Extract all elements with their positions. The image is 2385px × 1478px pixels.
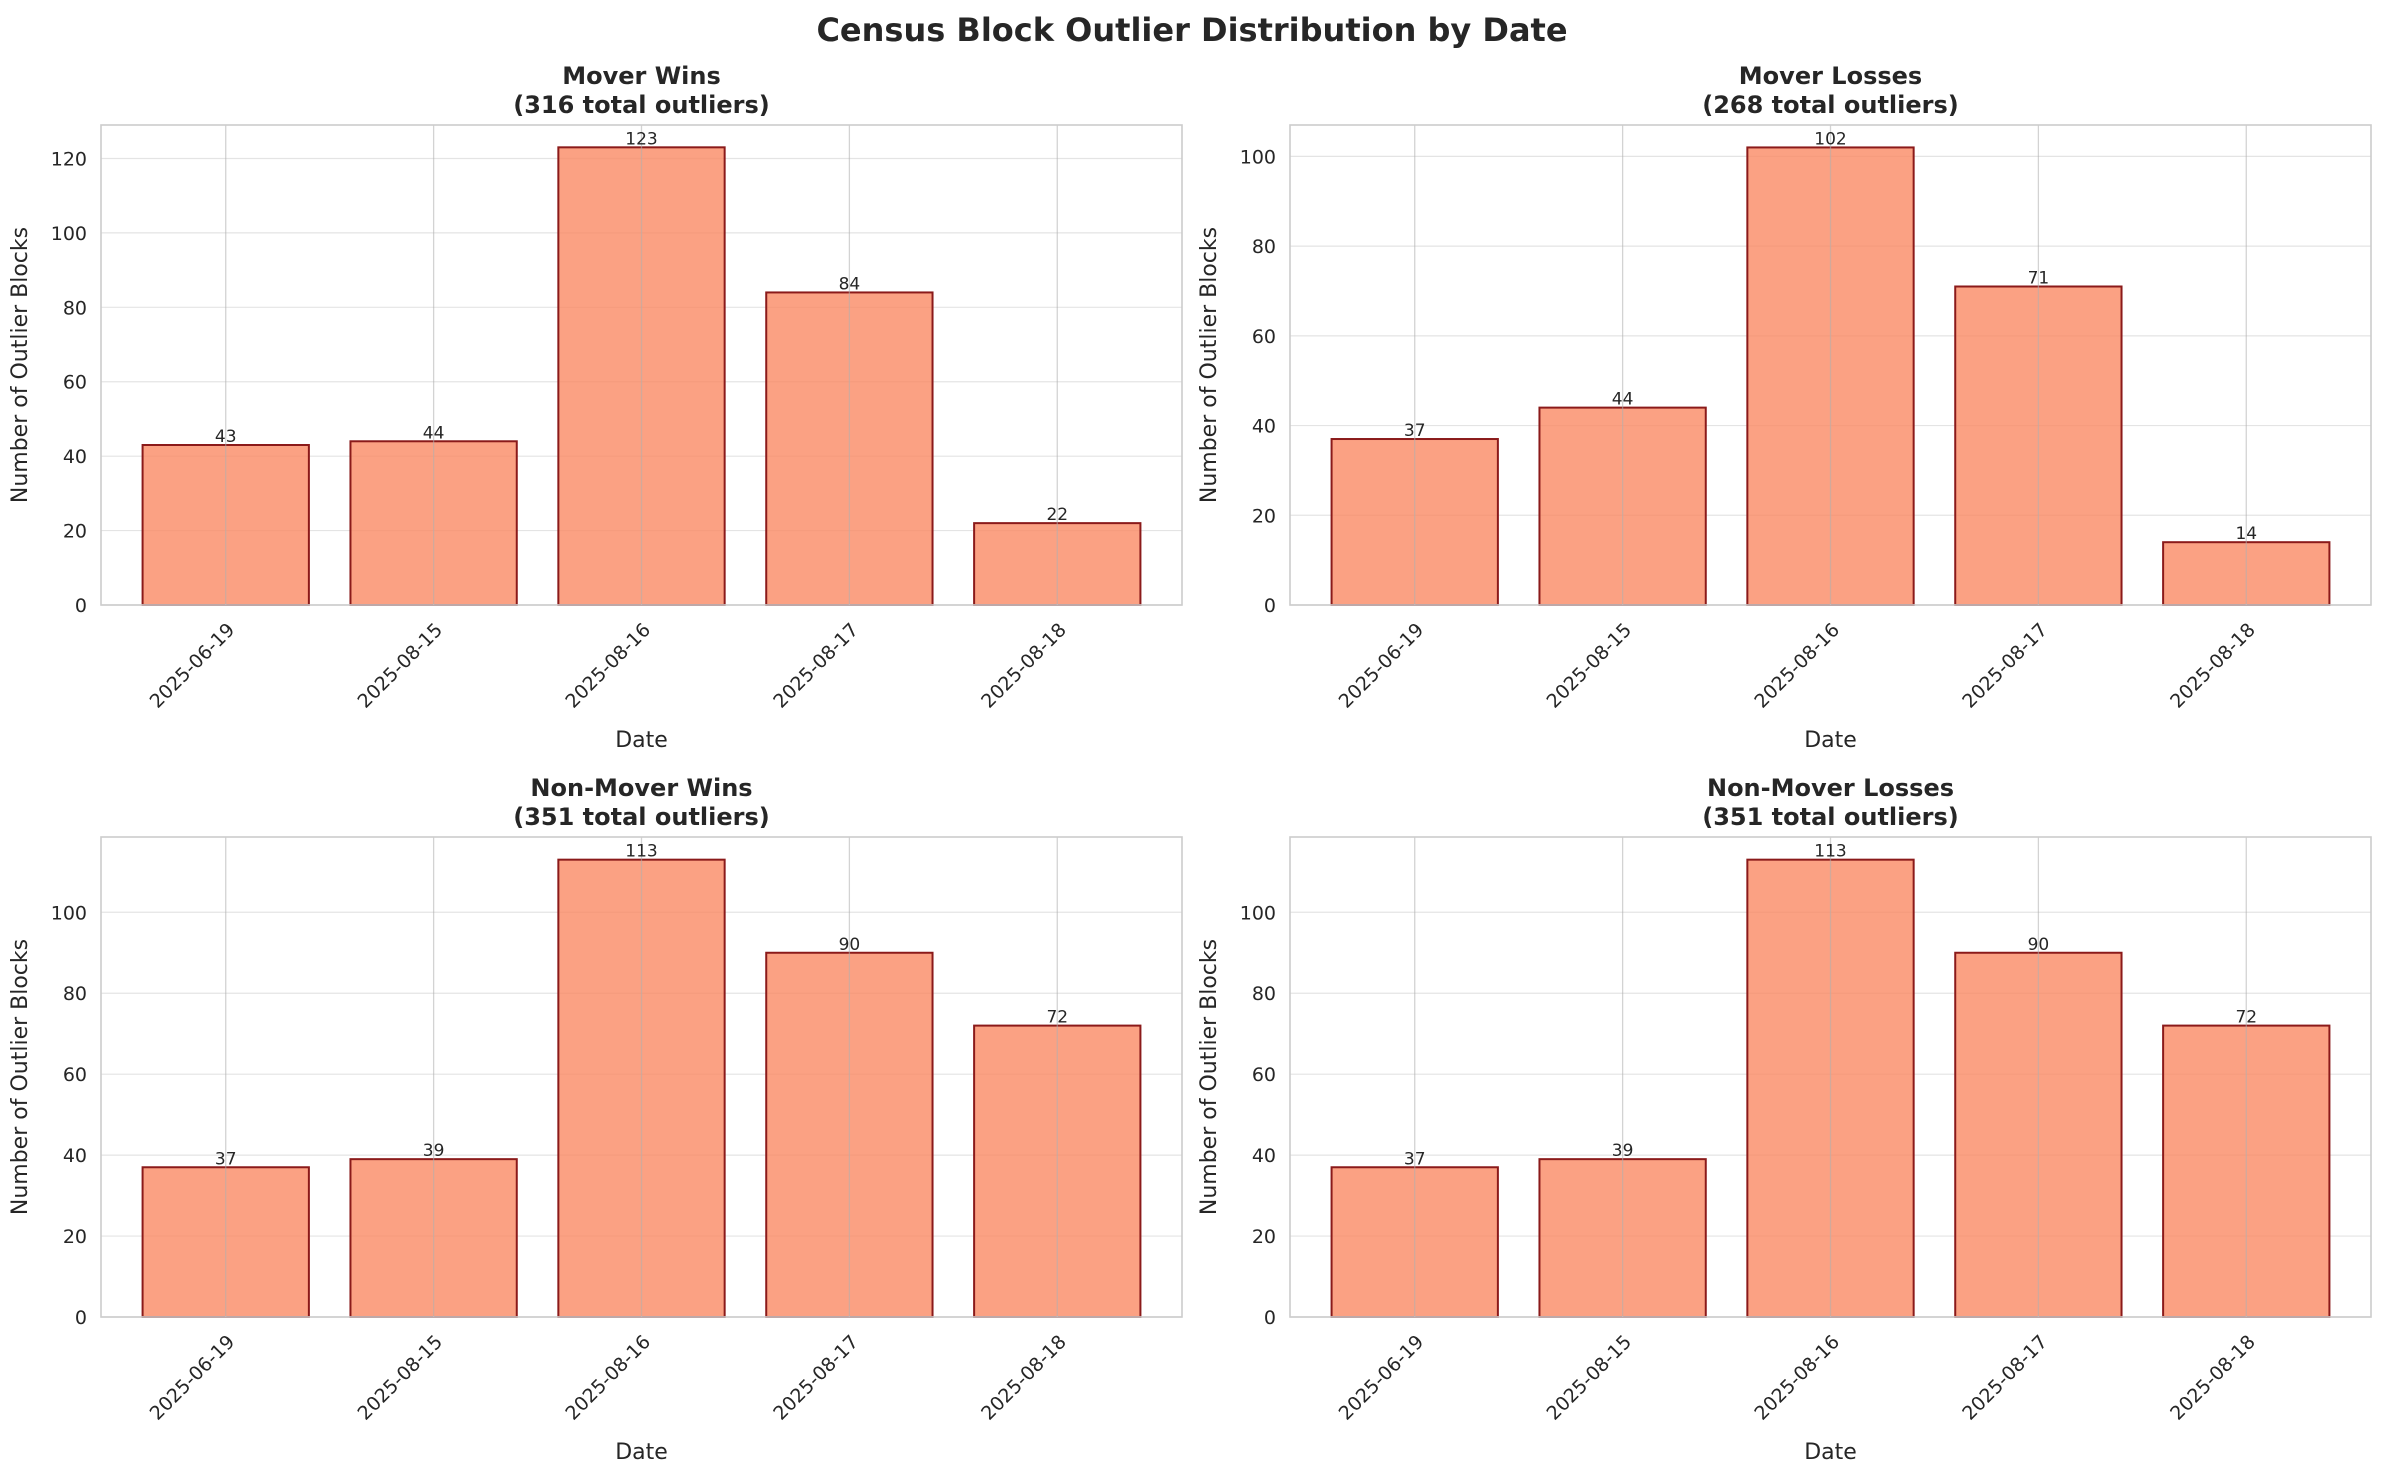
axes-frame [100,124,1183,606]
panel-title: Mover Wins [562,62,721,90]
y-tick-label: 40 [1252,1145,1276,1167]
data-label: 90 [839,935,861,955]
x-tick-label: 2025-08-18 [977,619,1071,713]
y-tick-label: 100 [51,223,87,245]
y-tick-label: 20 [1252,1226,1276,1248]
data-label: 113 [625,842,657,862]
y-tick-label: 40 [63,1145,87,1167]
data-label: 84 [839,274,861,294]
y-tick-label: 20 [63,1226,87,1248]
axes-frame [1289,124,2372,606]
panel-subtitle: (351 total outliers) [513,803,770,831]
x-tick-label: 2025-08-17 [1958,619,2052,713]
x-tick-label: 2025-06-19 [146,1331,240,1425]
x-tick-label: 2025-08-16 [1750,1331,1844,1425]
y-axis-label: Number of Outlier Blocks [1197,227,1222,503]
y-tick-label: 100 [1240,902,1276,924]
data-label: 22 [1046,505,1068,525]
data-label: 37 [215,1149,237,1169]
chart-panel-mover-wins: 43 44 123 84 22 0 20 40 60 80 100 120 2025-06-19 2025… [8,62,1183,753]
x-tick-label: 2025-08-15 [1543,619,1637,713]
y-tick-label: 80 [63,297,87,319]
data-label: 14 [2235,524,2257,544]
y-tick-label: 20 [1252,505,1276,527]
y-axis-label: Number of Outlier Blocks [8,939,33,1215]
y-tick-label: 40 [63,446,87,468]
x-tick-label: 2025-08-17 [769,619,863,713]
x-tick-label: 2025-06-19 [1335,1331,1429,1425]
x-tick-label: 2025-08-18 [2166,619,2260,713]
x-tick-label: 2025-08-15 [354,619,448,713]
x-tick-label: 2025-08-16 [561,1331,655,1425]
x-axis-label: Date [615,1440,668,1465]
x-tick-label: 2025-08-18 [977,1331,1071,1425]
panel-title: Mover Losses [1739,62,1922,90]
y-tick-label: 60 [1252,1064,1276,1086]
y-tick-label: 0 [75,1307,87,1329]
y-tick-label: 80 [63,983,87,1005]
panel-title: Non-Mover Losses [1707,774,1954,802]
y-tick-label: 40 [1252,416,1276,438]
x-tick-label: 2025-08-15 [1543,1331,1637,1425]
axes-frame [1289,836,2372,1318]
y-tick-label: 80 [1252,983,1276,1005]
x-tick-label: 2025-08-17 [1958,1331,2052,1425]
y-tick-label: 120 [51,148,87,170]
panel-subtitle: (351 total outliers) [1702,803,1959,831]
panel-title: Non-Mover Wins [530,774,752,802]
data-label: 39 [1612,1141,1634,1161]
data-label: 72 [2235,1008,2257,1028]
x-axis-label: Date [1804,728,1857,753]
x-tick-label: 2025-08-16 [1750,619,1844,713]
data-label: 90 [2028,935,2050,955]
chart-panel-non-mover-losses: 37 39 113 90 72 0 20 40 60 80 100 2025-06-19 2025-08… [1197,774,2372,1465]
x-tick-label: 2025-08-17 [769,1331,863,1425]
x-tick-label: 2025-06-19 [1335,619,1429,713]
x-tick-label: 2025-08-15 [354,1331,448,1425]
data-label: 71 [2028,268,2050,288]
data-label: 37 [1404,1149,1426,1169]
panel-subtitle: (316 total outliers) [513,91,770,119]
x-tick-label: 2025-08-16 [561,619,655,713]
chart-panel-mover-losses: 37 44 102 71 14 0 20 40 60 80 100 2025-06-19 2025-08… [1197,62,2372,753]
axes-frame [100,836,1183,1318]
y-tick-label: 80 [1252,236,1276,258]
x-axis-label: Date [1804,1440,1857,1465]
y-tick-label: 0 [75,595,87,617]
data-label: 44 [1612,390,1634,410]
y-axis-label: Number of Outlier Blocks [8,227,33,503]
y-tick-label: 0 [1264,595,1276,617]
data-label: 123 [625,129,657,149]
data-label: 39 [423,1141,445,1161]
data-label: 72 [1046,1008,1068,1028]
x-tick-label: 2025-08-18 [2166,1331,2260,1425]
data-label: 43 [215,427,237,447]
y-tick-label: 60 [1252,326,1276,348]
data-label: 37 [1404,421,1426,441]
x-tick-label: 2025-06-19 [146,619,240,713]
chart-panel-non-mover-wins: 37 39 113 90 72 0 20 40 60 80 100 2025-06-19 2025-08… [8,774,1183,1465]
y-tick-label: 20 [63,521,87,543]
data-label: 44 [423,423,445,443]
y-tick-label: 100 [1240,146,1276,168]
y-tick-label: 60 [63,372,87,394]
x-axis-label: Date [615,728,668,753]
figure-title: Census Block Outlier Distribution by Dat… [816,11,1567,49]
data-label: 102 [1814,129,1846,149]
y-tick-label: 0 [1264,1307,1276,1329]
data-label: 113 [1814,842,1846,862]
y-tick-label: 100 [51,902,87,924]
panel-subtitle: (268 total outliers) [1702,91,1959,119]
y-tick-label: 60 [63,1064,87,1086]
y-axis-label: Number of Outlier Blocks [1197,939,1222,1215]
